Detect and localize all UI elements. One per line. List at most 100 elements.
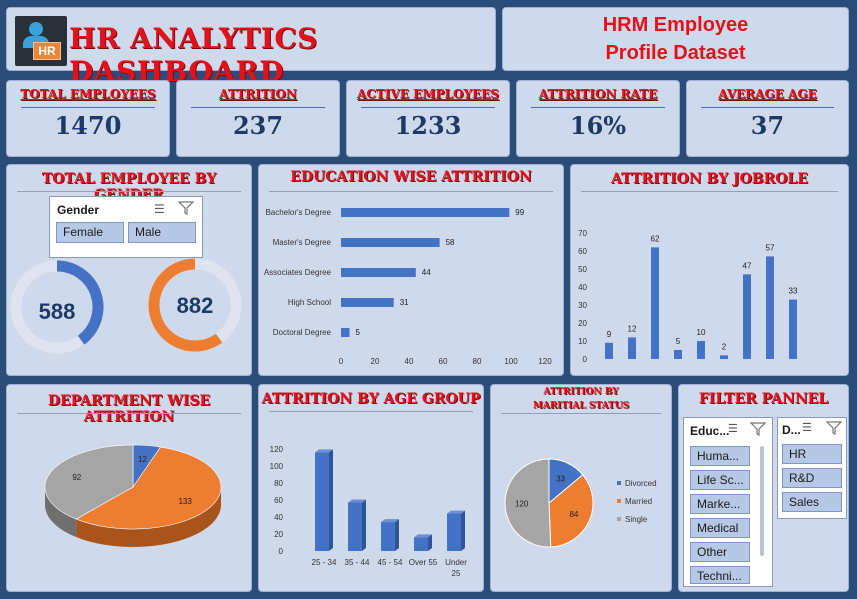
jobrole-data-label: 62 — [651, 234, 660, 243]
marital-pie-slice — [548, 474, 594, 548]
jobrole-bar — [651, 247, 659, 359]
education-data-label: 99 — [515, 208, 524, 217]
education-x-tick: 100 — [504, 357, 518, 366]
gender-option-male[interactable]: Male — [128, 222, 196, 243]
dashboard-title: HR ANALYTICS DASHBOARD — [69, 22, 318, 88]
education-bar — [341, 298, 394, 307]
age-bar-chart: 0 20 40 60 80 100 120 25 - 34 35 - 44 45 - 54 Over… — [270, 445, 468, 578]
clear-filter-icon[interactable] — [749, 422, 767, 436]
age-category-label: 45 - 54 — [378, 558, 403, 567]
marital-legend-swatch — [617, 499, 621, 503]
education-option[interactable]: Life Sc... — [690, 470, 750, 490]
age-category-label: Over 55 — [409, 558, 438, 567]
jobrole-y-tick: 0 — [583, 355, 588, 364]
kpi-label: ATTRITION — [219, 87, 297, 101]
gender-option-female[interactable]: Female — [56, 222, 124, 243]
male-count: 882 — [176, 293, 214, 318]
education-category-label: Doctoral Degree — [273, 328, 332, 337]
clear-filter-icon[interactable] — [825, 421, 843, 435]
marital-data-label: 84 — [569, 510, 578, 519]
jobrole-data-label: 12 — [628, 324, 637, 333]
jobrole-data-label: 10 — [697, 328, 706, 337]
education-data-label: 58 — [446, 238, 455, 247]
gender-slicer: Gender ☰ Female Male — [49, 196, 203, 258]
marital-chart-title-line1: ATTRITION BY — [543, 387, 619, 397]
kpi-value: 1233 — [394, 111, 462, 140]
jobrole-bar — [743, 274, 751, 359]
department-pie-side — [45, 487, 77, 538]
marital-chart-title-line2: MARITIAL STATUS — [532, 401, 630, 411]
multi-select-icon[interactable]: ☰ — [154, 202, 165, 216]
education-option[interactable]: Huma... — [690, 446, 750, 466]
marital-legend-label: Single — [625, 515, 648, 524]
age-y-tick: 100 — [270, 462, 284, 471]
jobrole-bar — [697, 341, 705, 359]
marital-legend-label: Married — [625, 497, 652, 506]
education-bar-chart: Bachelor's Degree 99 Master's Degree 58 Asso… — [264, 208, 552, 366]
department-option[interactable]: Sales — [782, 492, 842, 512]
age-bar-side — [362, 499, 366, 551]
kpi-attrition: ATTRITION 237 — [176, 80, 340, 157]
education-option[interactable]: Other — [690, 542, 750, 562]
jobrole-data-label: 33 — [789, 287, 798, 296]
education-x-tick: 120 — [538, 357, 552, 366]
age-bar-top — [447, 510, 465, 514]
age-bar-side — [329, 449, 333, 551]
education-data-label: 31 — [400, 298, 409, 307]
age-bar — [315, 452, 329, 551]
dataset-name-line1: HRM Employee — [602, 14, 749, 36]
marital-data-label: 33 — [556, 474, 565, 483]
marital-legend-swatch — [617, 517, 621, 521]
jobrole-data-label: 57 — [766, 243, 775, 252]
education-data-label: 5 — [356, 328, 361, 337]
jobrole-data-label: 9 — [607, 330, 612, 339]
education-option[interactable]: Techni... — [690, 566, 750, 584]
kpi-label: TOTAL EMPLOYEES — [20, 87, 156, 101]
education-x-tick: 0 — [339, 357, 344, 366]
department-slicer-title: D... — [782, 423, 801, 437]
education-category-label: Bachelor's Degree — [265, 208, 331, 217]
hr-logo-text: HR — [33, 42, 61, 60]
kpi-value: 1470 — [54, 111, 122, 140]
age-y-tick: 60 — [274, 496, 283, 505]
department-pie-side — [76, 487, 221, 547]
jobrole-data-label: 5 — [676, 337, 681, 346]
education-scrollbar[interactable] — [760, 446, 764, 556]
jobrole-y-tick: 10 — [578, 337, 587, 346]
age-bar-side — [395, 519, 399, 551]
department-pie-chart: 12 133 92 — [44, 444, 222, 547]
marital-attrition-panel: ATTRITION BY MARITIAL STATUS 33 84 120 Divo… — [490, 384, 672, 592]
multi-select-icon[interactable]: ☰ — [728, 423, 738, 435]
education-x-tick: 40 — [405, 357, 414, 366]
education-option[interactable]: Medical — [690, 518, 750, 538]
department-option[interactable]: R&D — [782, 468, 842, 488]
age-bar-side — [428, 534, 432, 551]
education-option[interactable]: Marke... — [690, 494, 750, 514]
jobrole-bar — [628, 337, 636, 359]
kpi-total-employees: TOTAL EMPLOYEES 1470 — [6, 80, 170, 157]
marital-legend-swatch — [617, 481, 621, 485]
jobrole-bar — [789, 299, 797, 359]
education-category-label: Master's Degree — [273, 238, 332, 247]
age-bar-top — [315, 449, 333, 453]
multi-select-icon[interactable]: ☰ — [802, 422, 812, 434]
jobrole-y-tick: 40 — [578, 283, 587, 292]
department-data-label: 12 — [138, 455, 147, 464]
age-category-label: 25 - 34 — [312, 558, 337, 567]
female-count: 588 — [38, 299, 76, 324]
clear-filter-icon[interactable] — [177, 201, 195, 215]
age-y-tick: 80 — [274, 479, 283, 488]
kpi-label: ACTIVE EMPLOYEES — [357, 87, 499, 101]
age-bar-top — [348, 499, 366, 503]
education-bar — [341, 208, 510, 217]
jobrole-y-tick: 70 — [578, 229, 587, 238]
education-slicer-title: Educ... — [690, 424, 730, 438]
jobrole-y-tick: 60 — [578, 247, 587, 256]
marital-legend-label: Divorced — [625, 479, 657, 488]
education-bar — [341, 328, 350, 337]
jobrole-bar — [720, 355, 728, 359]
kpi-attrition-rate: ATTRITION RATE 16% — [516, 80, 680, 157]
department-option[interactable]: HR — [782, 444, 842, 464]
dataset-panel: HRM Employee Profile Dataset — [502, 7, 849, 71]
kpi-active-employees: ACTIVE EMPLOYEES 1233 — [346, 80, 510, 157]
